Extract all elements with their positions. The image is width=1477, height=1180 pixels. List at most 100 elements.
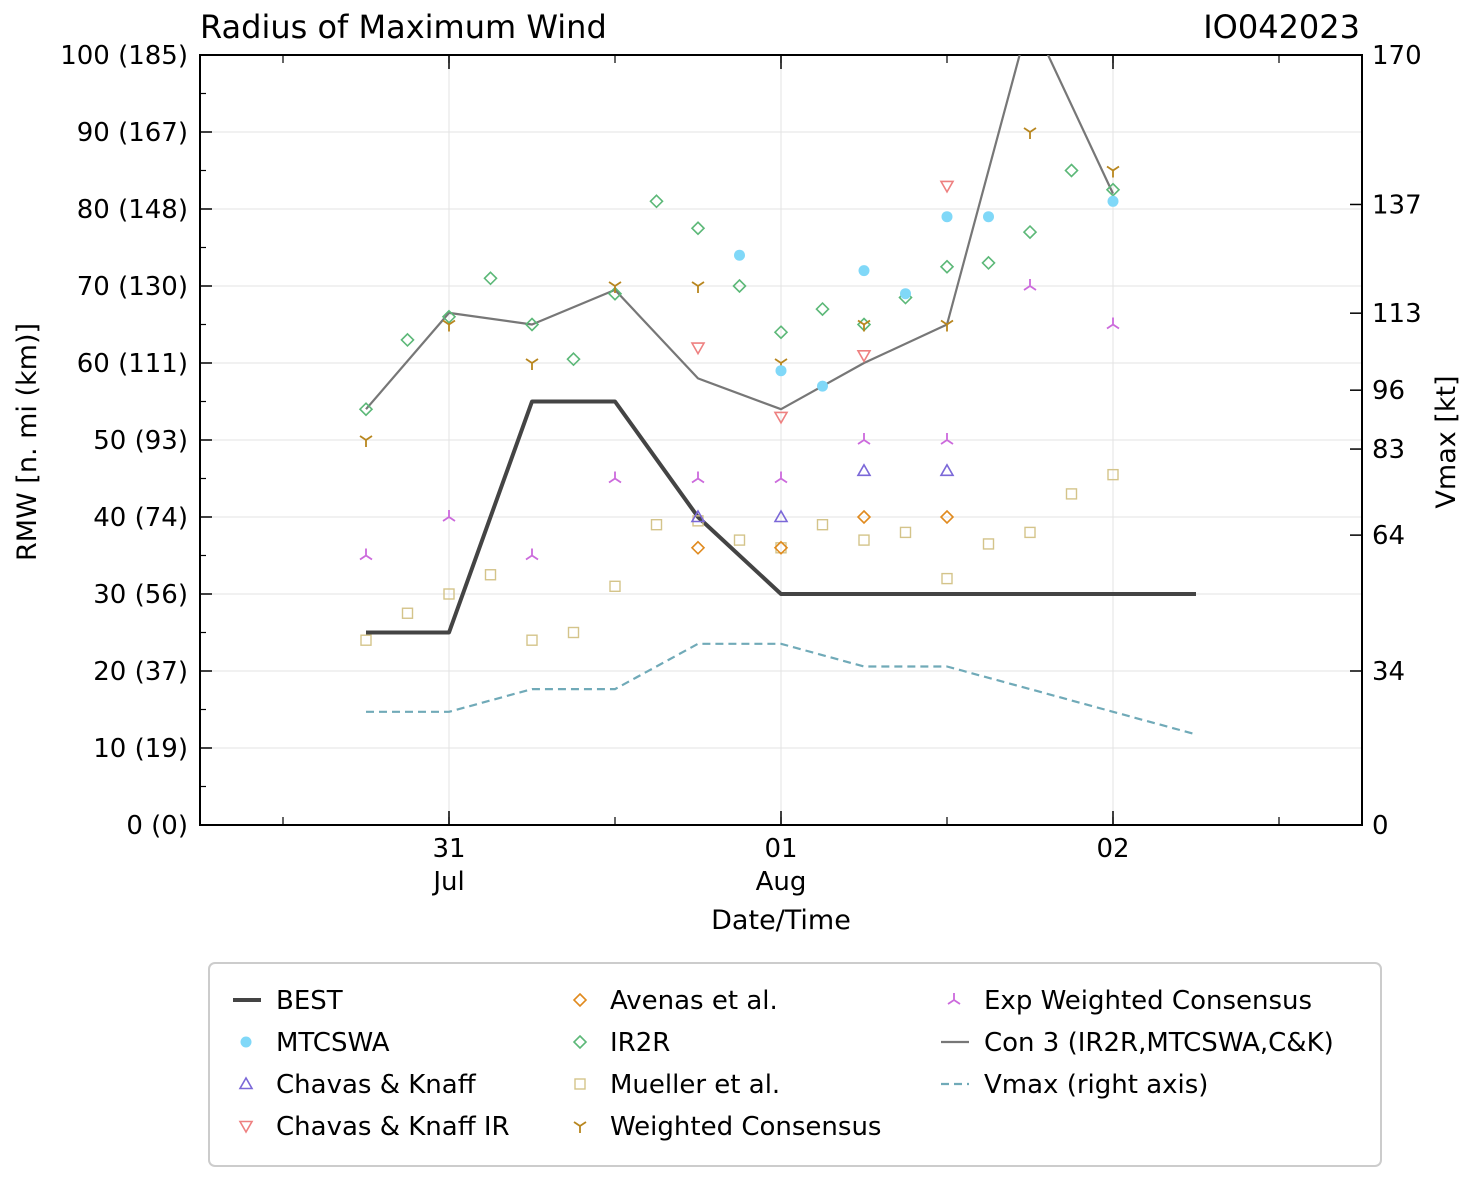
storm-id: IO042023	[1203, 8, 1360, 46]
point-mueller	[1024, 526, 1036, 539]
legend-label-con3: Con 3 (IR2R,MTCSWA,C&K)	[984, 1028, 1334, 1058]
point-ir2r	[815, 301, 830, 317]
x-tick-label: 01	[764, 834, 797, 864]
y-tick-label-right: 0	[1372, 811, 1389, 841]
point-mueller	[401, 607, 414, 619]
point-ir2r	[1022, 224, 1038, 240]
series-avenas	[690, 509, 955, 555]
point-mueller	[1065, 488, 1078, 500]
y-tick-label-right: 34	[1372, 657, 1405, 687]
legend-swatch-ewcons	[947, 993, 961, 1005]
legend-label-mueller: Mueller et al.	[610, 1070, 780, 1100]
y-tick-label-right: 113	[1372, 299, 1422, 329]
y-tick-label-left: 80 (148)	[77, 195, 188, 225]
series-vmax	[366, 642, 1197, 736]
grid	[200, 55, 1362, 825]
y-tick-label-left: 10 (19)	[93, 734, 188, 764]
point-wcons	[525, 358, 539, 370]
y-tick-label-left: 90 (167)	[77, 118, 188, 148]
legend-item-ck: Chavas & Knaff	[238, 1070, 477, 1100]
legend-swatch-avenas	[572, 992, 588, 1008]
y-axis-label-left: RMW [n. mi (km)]	[12, 323, 43, 561]
point-mtcswa	[1107, 195, 1119, 207]
point-ewcons	[857, 433, 871, 445]
point-avenas	[773, 540, 789, 555]
point-ewcons	[359, 548, 373, 561]
point-mueller	[816, 519, 829, 531]
point-ir2r	[1105, 182, 1121, 197]
point-mueller	[609, 580, 621, 592]
point-mueller	[982, 538, 995, 550]
series-ir2r	[358, 163, 1121, 417]
point-mueller	[360, 634, 372, 646]
point-wcons	[442, 319, 456, 332]
series-layer	[358, 55, 1197, 736]
y-tick-label-left: 70 (130)	[77, 272, 188, 302]
legend: BEST MTCSWA Chavas & Knaff Chavas & Knaff I…	[208, 962, 1382, 1167]
point-ckir	[773, 411, 789, 425]
legend-swatch-mueller	[574, 1078, 586, 1090]
point-mueller	[899, 526, 912, 539]
series-ckir	[690, 180, 955, 425]
x-tick-label: 02	[1096, 834, 1129, 864]
point-ckir	[939, 180, 955, 194]
y-axis-label-right: Vmax [kt]	[1431, 375, 1462, 508]
legend-item-vmax: Vmax (right axis)	[941, 1070, 1208, 1100]
point-avenas	[690, 540, 706, 555]
point-ck	[939, 463, 955, 477]
point-wcons	[1023, 127, 1037, 139]
point-ir2r	[690, 221, 706, 236]
point-ckir	[690, 342, 706, 356]
legend-label-ck: Chavas & Knaff	[276, 1070, 477, 1100]
point-ir2r	[732, 278, 747, 294]
legend-label-best: BEST	[276, 986, 343, 1016]
point-mueller	[567, 626, 580, 639]
legend-label-ewcons: Exp Weighted Consensus	[984, 986, 1312, 1016]
legend-swatch-wcons	[573, 1121, 587, 1133]
point-wcons	[608, 281, 622, 293]
legend-label-wcons: Weighted Consensus	[610, 1112, 881, 1142]
point-ir2r	[607, 286, 623, 301]
point-mtcswa	[983, 211, 994, 223]
legend-box	[208, 962, 1382, 1167]
point-mtcswa	[941, 211, 953, 223]
point-ck	[773, 509, 789, 523]
point-ewcons	[442, 510, 456, 522]
legend-swatch-mtcswa	[240, 1036, 252, 1048]
series-line-best	[366, 399, 1196, 635]
y-tick-label-right: 96	[1372, 376, 1405, 406]
y-tick-label-right: 137	[1372, 190, 1422, 220]
point-ewcons	[691, 471, 705, 484]
series-line-con3	[365, 55, 1114, 411]
point-mtcswa	[775, 365, 787, 377]
legend-label-ir2r: IR2R	[610, 1028, 670, 1058]
legend-item-con3: Con 3 (IR2R,MTCSWA,C&K)	[941, 1028, 1334, 1058]
x-tick-label-month: Jul	[431, 867, 464, 897]
point-mtcswa	[734, 249, 745, 261]
point-mueller	[443, 588, 455, 600]
point-ck	[856, 463, 872, 477]
legend-swatch-ckir	[238, 1120, 254, 1134]
axis-ticks: 0 (0) 10 (19) 20 (37) 30 (56) 40 (74) 50 (93)…	[60, 41, 1421, 897]
point-ir2r	[400, 332, 415, 348]
point-ir2r	[649, 194, 664, 209]
point-avenas	[939, 509, 955, 525]
series-wcons	[359, 127, 1120, 447]
series-ck	[690, 463, 955, 523]
chart-title: Radius of Maximum Wind	[200, 8, 607, 46]
point-ewcons	[940, 433, 954, 445]
point-ir2r	[981, 255, 996, 271]
point-ir2r	[524, 317, 540, 332]
series-best	[366, 399, 1196, 635]
point-ir2r	[1064, 163, 1079, 178]
point-ir2r	[358, 402, 374, 417]
y-tick-label-right: 170	[1372, 41, 1422, 71]
y-tick-label-left: 60 (111)	[77, 349, 188, 379]
legend-item-ir2r: IR2R	[572, 1028, 670, 1058]
point-wcons	[1106, 165, 1120, 178]
legend-item-avenas: Avenas et al.	[572, 986, 778, 1016]
y-tick-label-left: 30 (56)	[93, 580, 188, 610]
point-wcons	[857, 319, 871, 332]
y-tick-label-left: 100 (185)	[60, 41, 188, 71]
